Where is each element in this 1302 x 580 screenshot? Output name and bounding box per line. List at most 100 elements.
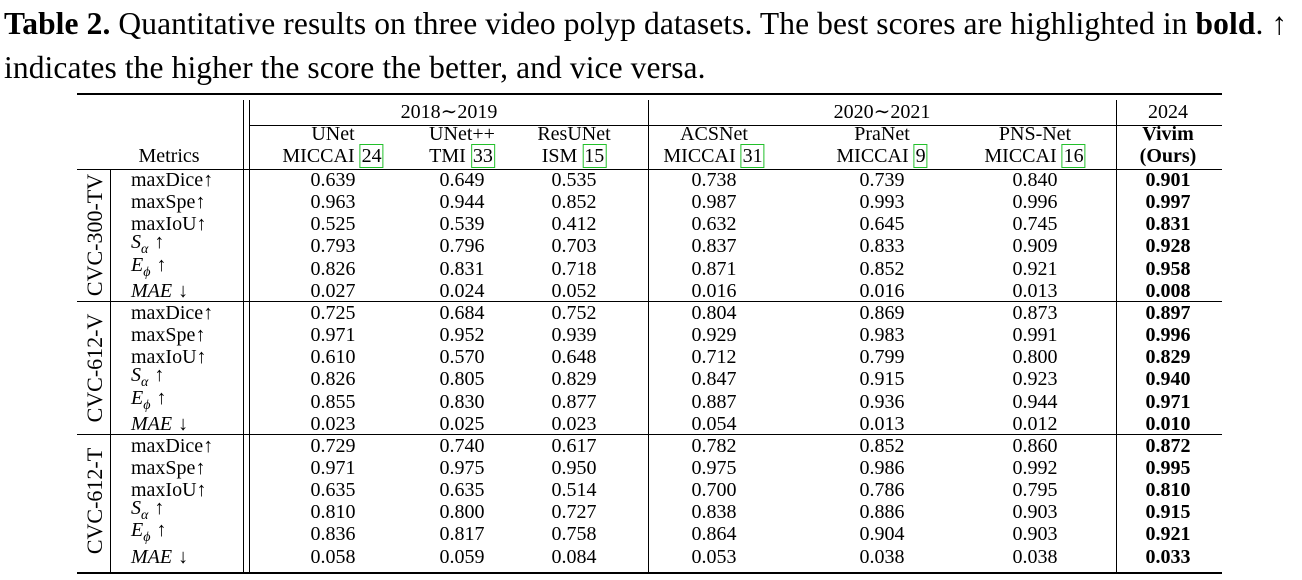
citation-link[interactable]: 16 (1061, 144, 1086, 168)
metric-subscript: ϕ (143, 530, 151, 546)
score-cell: 0.855 (310, 390, 356, 413)
score-cell: 0.535 (551, 169, 597, 191)
metric-label: maxSpe↑ (131, 325, 205, 345)
year-divider (648, 100, 649, 573)
metric-name: E (131, 253, 144, 276)
year-group-header: 2024 (1148, 101, 1188, 123)
citation-link[interactable]: 9 (913, 144, 928, 168)
metric-label: maxDice↑ (131, 170, 213, 190)
table-caption: Table 2. Quantitative results on three v… (4, 2, 1299, 90)
metric-name: maxSpe (131, 456, 196, 479)
metric-direction-arrow: ↑ (156, 386, 167, 409)
metric-name: MAE (131, 412, 173, 435)
score-cell: 0.952 (439, 324, 485, 347)
score-cell: 0.012 (1012, 412, 1058, 435)
score-cell: 0.038 (859, 545, 905, 568)
year-group-header: 2020∼2021 (833, 101, 931, 123)
metric-name: S (131, 364, 141, 387)
metric-name: maxDice (131, 169, 204, 191)
metric-label: maxIoU↑ (131, 347, 207, 367)
best-score-cell: 0.008 (1145, 279, 1191, 302)
citation-link[interactable]: 31 (740, 144, 765, 168)
score-cell: 0.027 (310, 279, 356, 302)
method-name: Vivim (1142, 123, 1194, 145)
score-cell: 0.084 (551, 545, 597, 568)
score-cell: 0.700 (691, 479, 737, 502)
score-cell: 0.703 (551, 235, 597, 258)
score-cell: 0.804 (691, 301, 737, 324)
metric-label: Eϕ ↑ (131, 255, 166, 283)
score-cell: 0.745 (1012, 213, 1058, 236)
score-cell: 0.800 (439, 501, 485, 524)
metric-label: Sα ↑ (131, 498, 164, 526)
score-cell: 0.996 (1012, 191, 1058, 214)
score-cell: 0.971 (310, 456, 356, 479)
citation-link[interactable]: 15 (582, 144, 607, 168)
score-cell: 0.852 (551, 191, 597, 214)
citation-link[interactable]: 33 (470, 144, 495, 168)
score-cell: 0.830 (439, 390, 485, 413)
score-cell: 0.852 (859, 434, 905, 457)
metric-direction-arrow: ↑ (196, 213, 207, 236)
group-separator-rule (77, 301, 1222, 302)
metric-name: maxIoU (131, 479, 197, 502)
metric-direction-arrow: ↓ (178, 412, 189, 435)
score-cell: 0.903 (1012, 523, 1058, 546)
score-cell: 0.887 (691, 390, 737, 413)
metric-name: maxSpe (131, 191, 196, 214)
score-cell: 0.992 (1012, 456, 1058, 479)
score-cell: 0.514 (551, 479, 597, 502)
dataset-label: CVC-612-T (82, 448, 107, 555)
header-subrule (250, 125, 1222, 126)
header-bottom-rule (77, 169, 1222, 170)
venue-label: TMI (429, 145, 466, 167)
score-cell: 0.013 (859, 412, 905, 435)
metric-name: maxSpe (131, 324, 196, 347)
score-cell: 0.800 (1012, 346, 1058, 369)
metric-label: Eϕ ↑ (131, 388, 166, 416)
score-cell: 0.725 (310, 301, 356, 324)
score-cell: 0.921 (1012, 257, 1058, 280)
score-cell: 0.539 (439, 213, 485, 236)
score-cell: 0.987 (691, 191, 737, 214)
citation-link[interactable]: 24 (359, 144, 384, 168)
score-cell: 0.869 (859, 301, 905, 324)
score-cell: 0.635 (439, 479, 485, 502)
score-cell: 0.929 (691, 324, 737, 347)
metric-direction-arrow: ↑ (196, 346, 207, 369)
best-score-cell: 0.831 (1145, 213, 1191, 236)
metric-label: maxDice↑ (131, 303, 213, 323)
metric-label: MAE ↓ (131, 414, 188, 434)
best-score-cell: 0.997 (1145, 191, 1191, 214)
score-cell: 0.649 (439, 169, 485, 191)
score-cell: 0.936 (859, 390, 905, 413)
metric-name: MAE (131, 545, 173, 568)
metric-name: E (131, 519, 144, 542)
method-venue: MICCAI 24 (282, 144, 384, 168)
score-cell: 0.016 (859, 279, 905, 302)
year-group-header: 2018∼2019 (400, 101, 498, 123)
score-cell: 0.837 (691, 235, 737, 258)
score-cell: 0.836 (310, 523, 356, 546)
venue-label: MICCAI (663, 145, 736, 167)
score-cell: 0.993 (859, 191, 905, 214)
score-cell: 0.963 (310, 191, 356, 214)
score-cell: 0.944 (1012, 390, 1058, 413)
metric-label: maxSpe↑ (131, 458, 205, 478)
best-score-cell: 0.872 (1145, 434, 1191, 457)
metric-direction-arrow: ↓ (178, 279, 189, 302)
metric-name: E (131, 386, 144, 409)
score-cell: 0.053 (691, 545, 737, 568)
metric-direction-arrow: ↑ (195, 456, 206, 479)
score-cell: 0.570 (439, 346, 485, 369)
caption-text-end: . ↑ indicates the higher the score the b… (4, 6, 1288, 85)
score-cell: 0.852 (859, 257, 905, 280)
score-cell: 0.904 (859, 523, 905, 546)
score-cell: 0.873 (1012, 301, 1058, 324)
score-cell: 0.752 (551, 301, 597, 324)
metric-direction-arrow: ↑ (203, 169, 214, 191)
metric-direction-arrow: ↑ (203, 301, 214, 324)
score-cell: 0.016 (691, 279, 737, 302)
score-cell: 0.909 (1012, 235, 1058, 258)
score-cell: 0.805 (439, 368, 485, 391)
